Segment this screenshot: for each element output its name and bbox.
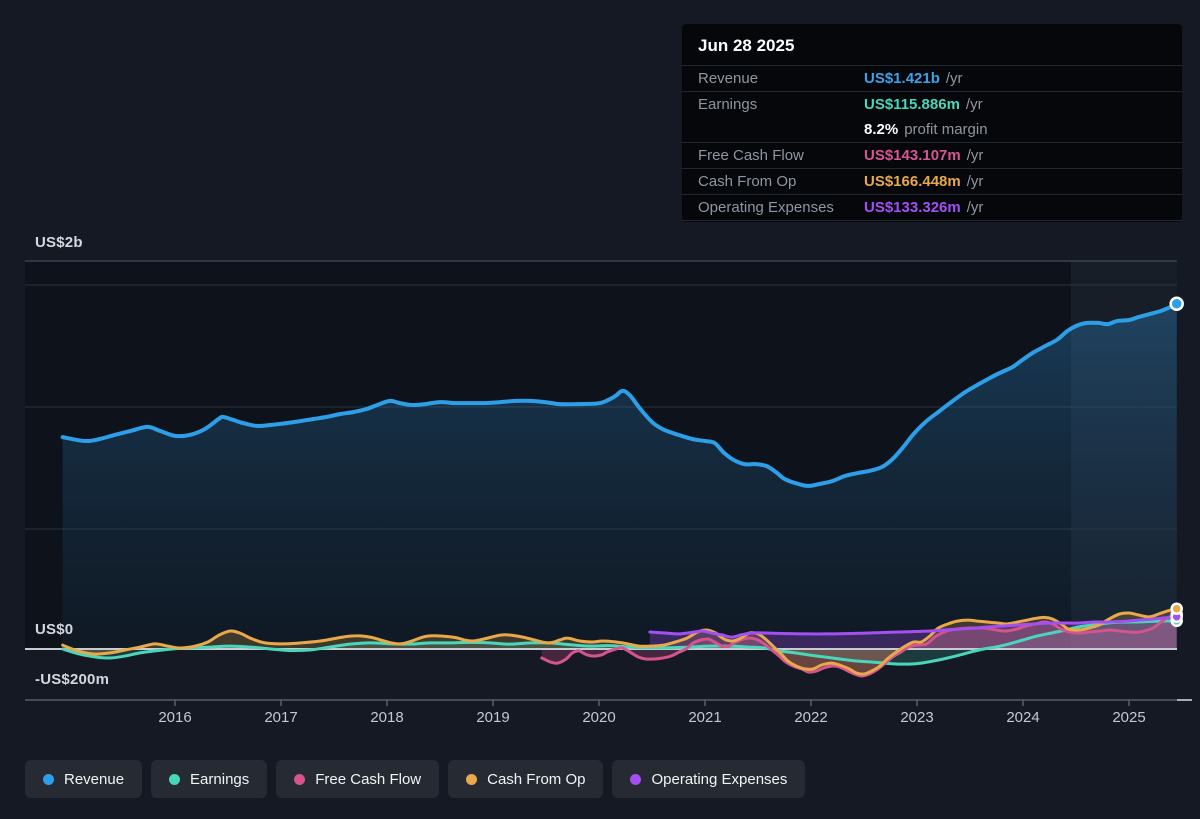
x-axis-label-2019: 2019 xyxy=(476,709,510,726)
area-revenue xyxy=(62,303,1177,649)
tooltip-suffix: /yr xyxy=(945,70,963,87)
free-cash-flow-dot-icon xyxy=(294,773,306,785)
tooltip-row-earnings: Earnings US$115.886m /yr xyxy=(682,91,1182,117)
legend-item-revenue[interactable]: Revenue xyxy=(25,760,143,798)
y-axis-label-zero: US$0 xyxy=(35,621,74,638)
x-axis-label-2016: 2016 xyxy=(158,709,192,726)
revenue-dot-icon xyxy=(43,773,54,785)
tooltip-row-operating-expenses: Operating Expenses US$133.326m /yr xyxy=(682,194,1182,221)
operating-expenses-dot-icon xyxy=(630,773,642,785)
legend-item-cash-from-op[interactable]: Cash From Op xyxy=(448,760,604,798)
endpoint-cash-from-op xyxy=(1170,602,1183,615)
tooltip-row-revenue: Revenue US$1.421b /yr xyxy=(682,65,1182,91)
tooltip-suffix: /yr xyxy=(966,199,984,216)
legend-item-earnings[interactable]: Earnings xyxy=(151,760,268,798)
chart-canvas[interactable] xyxy=(0,0,1200,745)
series-lines xyxy=(60,301,1179,678)
line-operating-expenses xyxy=(648,615,1179,639)
legend-item-operating-expenses[interactable]: Operating Expenses xyxy=(612,760,806,798)
tooltip-label: Free Cash Flow xyxy=(698,147,804,164)
tooltip-label: Revenue xyxy=(698,70,759,87)
tooltip: Jun 28 2025 Revenue US$1.421b /yr Earnin… xyxy=(682,24,1182,222)
line-revenue xyxy=(60,301,1179,488)
tooltip-value: 8.2% xyxy=(864,121,899,138)
tooltip-value: US$1.421b xyxy=(864,70,940,87)
legend: Revenue Earnings Free Cash Flow Cash Fro… xyxy=(25,760,806,798)
tooltip-value: US$143.107m xyxy=(864,147,961,164)
tooltip-suffix: /yr xyxy=(965,96,983,113)
y-axis-label-negative: -US$200m xyxy=(35,671,110,688)
tooltip-value: US$133.326m xyxy=(864,199,961,216)
x-axis-ticks xyxy=(174,700,1130,706)
legend-label: Free Cash Flow xyxy=(315,770,422,788)
x-axis-label-2018: 2018 xyxy=(370,709,404,726)
line-earnings xyxy=(61,619,1179,666)
x-axis-label-2020: 2020 xyxy=(582,709,616,726)
series-endpoint-markers xyxy=(1169,296,1184,628)
tooltip-row-free-cash-flow: Free Cash Flow US$143.107m /yr xyxy=(682,142,1182,168)
tooltip-suffix: /yr xyxy=(966,147,984,164)
x-axis-label-2022: 2022 xyxy=(794,709,828,726)
tooltip-value: US$115.886m xyxy=(864,96,960,113)
y-axis-label-max: US$2b xyxy=(35,234,83,251)
cash-from-op-dot-icon xyxy=(466,773,478,785)
x-axis-label-2017: 2017 xyxy=(264,709,298,726)
x-axis-label-2025: 2025 xyxy=(1112,709,1146,726)
tooltip-row-profit-margin: 8.2% profit margin xyxy=(682,117,1182,142)
legend-item-free-cash-flow[interactable]: Free Cash Flow xyxy=(276,760,440,798)
x-axis: 2016 2017 2018 2019 2020 2021 2022 2023 2024 2025 xyxy=(0,709,1200,731)
area-cash-from-op xyxy=(62,608,1177,675)
x-axis-label-2021: 2021 xyxy=(688,709,722,726)
tooltip-suffix: /yr xyxy=(966,173,984,190)
tooltip-date: Jun 28 2025 xyxy=(698,36,795,55)
tooltip-label: Operating Expenses xyxy=(698,199,834,216)
tooltip-suffix: profit margin xyxy=(904,121,988,138)
legend-label: Earnings xyxy=(190,770,250,788)
tooltip-label: Cash From Op xyxy=(698,173,797,190)
legend-label: Revenue xyxy=(64,770,125,788)
earnings-dot-icon xyxy=(169,773,181,785)
legend-label: Operating Expenses xyxy=(651,770,788,788)
legend-label: Cash From Op xyxy=(487,770,586,788)
endpoint-revenue xyxy=(1169,296,1184,311)
x-axis-label-2024: 2024 xyxy=(1006,709,1040,726)
tooltip-row-cash-from-op: Cash From Op US$166.448m /yr xyxy=(682,168,1182,194)
tooltip-label: Earnings xyxy=(698,96,758,113)
tooltip-value: US$166.448m xyxy=(864,173,961,190)
x-axis-label-2023: 2023 xyxy=(900,709,934,726)
